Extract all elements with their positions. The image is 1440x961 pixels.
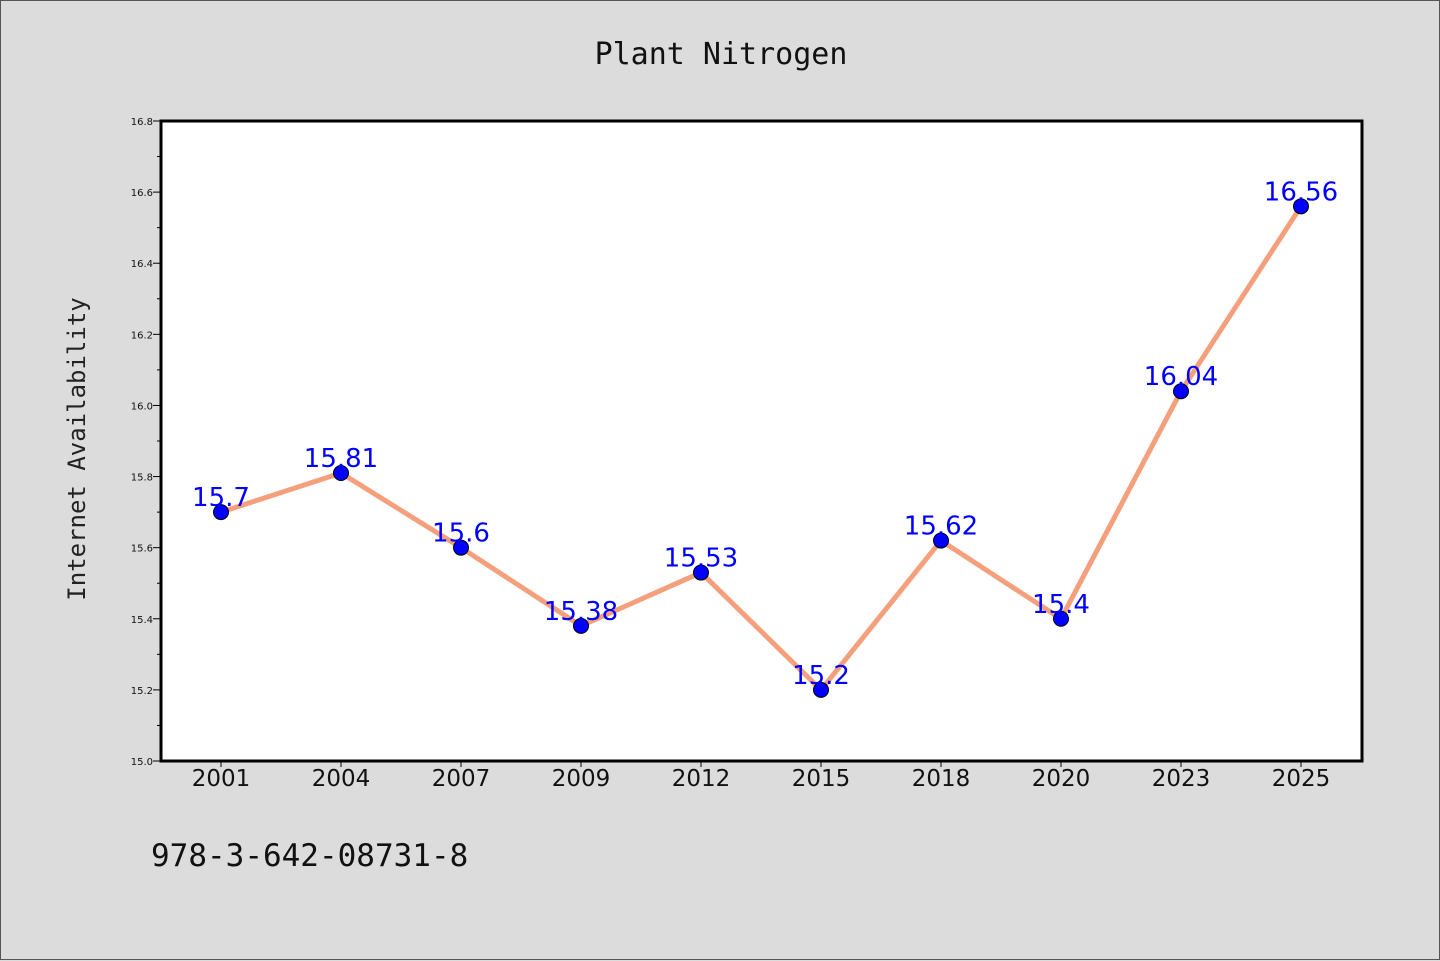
- data-point: [213, 504, 229, 521]
- data-labels: 15.7 15.81 15.6 15.38 15.53 15.2 15.62 15.4 16.0…: [192, 177, 1338, 691]
- data-label: 15.6: [432, 519, 490, 549]
- data-label: 15.7: [192, 483, 250, 513]
- y-tick-label: 15.2: [131, 686, 153, 697]
- x-tick-label: 2015: [792, 766, 851, 792]
- data-label: 15.53: [664, 544, 738, 574]
- data-point: [573, 617, 589, 634]
- series-line: [218, 203, 1304, 693]
- y-tick-label: 16.6: [131, 188, 153, 199]
- data-label: 15.62: [904, 512, 978, 542]
- data-label: 15.4: [1032, 590, 1090, 620]
- data-point: [1293, 198, 1309, 215]
- data-point: [1053, 610, 1069, 627]
- y-tick-label: 15.8: [131, 473, 153, 484]
- x-tick-label: 2023: [1152, 766, 1211, 792]
- data-point: [693, 564, 709, 581]
- y-tick-label: 15.4: [131, 615, 153, 626]
- series-line-group: [218, 203, 1304, 693]
- y-axis-ticks: 15.0 15.2 15.4 15.6 15.8 16.0 16.2 16.4 16.6 16.8: [131, 117, 161, 768]
- y-axis-label: Internet Availability: [63, 297, 91, 600]
- data-point: [813, 681, 829, 698]
- data-point: [933, 532, 949, 549]
- x-tick-label: 2012: [672, 766, 731, 792]
- x-tick-label: 2020: [1032, 766, 1091, 792]
- y-tick-label: 15.0: [131, 757, 153, 768]
- y-tick-label: 16.0: [131, 401, 153, 412]
- data-label: 15.2: [792, 661, 850, 691]
- y-tick-label: 16.8: [131, 117, 153, 128]
- x-tick-label: 2007: [432, 766, 491, 792]
- x-axis-ticks: 2001 2004 2007 2009 2012 2015 2018 2020 2023 2025: [192, 761, 1331, 792]
- data-label: 15.38: [544, 597, 618, 627]
- x-tick-label: 2004: [312, 766, 371, 792]
- chart-title: Plant Nitrogen: [595, 37, 848, 72]
- data-points: [213, 198, 1309, 698]
- plot-border: [159, 119, 1364, 763]
- data-label: 16.56: [1264, 177, 1338, 207]
- data-point: [1173, 383, 1189, 400]
- y-tick-label: 16.2: [131, 330, 153, 341]
- data-label: 15.81: [304, 444, 378, 474]
- data-point: [333, 465, 349, 481]
- x-tick-label: 2009: [552, 766, 611, 792]
- footnote-id: 978-3-642-08731-8: [151, 838, 468, 874]
- y-tick-label: 15.6: [131, 544, 153, 555]
- plot-area: [161, 121, 1362, 761]
- data-label: 16.04: [1144, 362, 1218, 392]
- x-tick-label: 2018: [912, 766, 971, 792]
- y-tick-label: 16.4: [131, 259, 153, 270]
- data-point: [453, 539, 469, 556]
- x-tick-label: 2025: [1272, 766, 1331, 792]
- x-tick-label: 2001: [192, 766, 251, 792]
